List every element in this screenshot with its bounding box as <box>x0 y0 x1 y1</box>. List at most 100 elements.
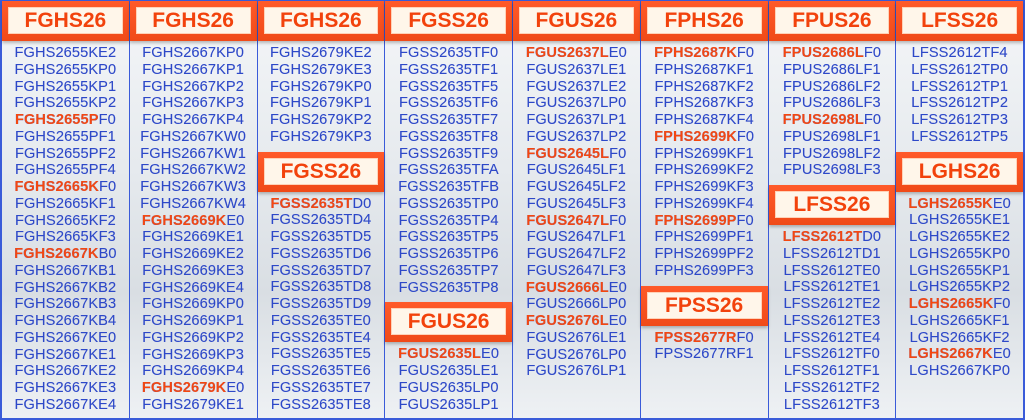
code-suffix: E0 <box>992 346 1011 363</box>
section-header: FGUS26 <box>513 1 640 41</box>
list-item: FPUS2686LF1 <box>783 61 881 78</box>
code-suffix: F0 <box>863 112 882 128</box>
list-item: FGHS2655PF4 <box>14 162 116 179</box>
section-title: FPSS26 <box>646 291 762 319</box>
list-item: FGSS2635TD9 <box>270 296 372 312</box>
code-suffix: F0 <box>736 212 754 229</box>
list-item: FGHS2679KE3 <box>270 61 372 78</box>
list-item: FGHS2667KB3 <box>14 296 117 313</box>
highlighted-prefix: FGSS2635T <box>270 195 353 212</box>
list-item: FGHS2679KP0 <box>270 78 372 95</box>
item-list: FGUS2637LE0 FGUS2637LE1 FGUS2637LE2 FGUS263… <box>513 41 640 386</box>
list-item: FGSS2635TP0 <box>398 195 499 212</box>
highlighted-prefix: FPHS2699K <box>654 128 737 145</box>
highlighted-prefix: FGHS2679K <box>141 380 227 396</box>
list-item: LGHS2655KE1 <box>909 212 1011 229</box>
list-item: FPHS2699KF0 <box>641 129 768 146</box>
list-item: FGSS2635TF0 <box>399 45 499 61</box>
item-list: LFSS2612TD0 LFSS2612TD1 LFSS2612TE0 LFSS261… <box>769 225 896 419</box>
list-item: LGHS2665KF2 <box>909 329 1010 346</box>
section-title: FGHS26 <box>135 7 251 34</box>
list-item: FGUS2637LP0 <box>526 95 627 112</box>
list-item: FGUS2645LF1 <box>526 162 626 179</box>
section-title: LFSS26 <box>902 7 1017 34</box>
section-title: FGUS26 <box>391 308 506 336</box>
table-column: FGSS26 FGSS2635TF0 FGSS2635TF1 FGSS2635TF5 F… <box>385 1 513 418</box>
list-item: FGHS2669KP1 <box>142 313 244 329</box>
list-item: FGHS2667KE2 <box>14 363 117 380</box>
list-item: FGHS2667KB4 <box>14 313 117 329</box>
list-item: FGHS2655PF2 <box>14 145 116 162</box>
highlighted-prefix: FGHS2655P <box>14 112 99 128</box>
list-item: FGHS2669KP4 <box>142 363 244 380</box>
list-item: LGHS2665KF1 <box>909 312 1010 329</box>
highlighted-prefix: FPHS2687K <box>654 45 737 61</box>
item-list: FGUS2635LE0 FGUS2635LE1 FGUS2635LP0 FGUS263… <box>385 342 512 419</box>
code-suffix: E0 <box>481 346 500 363</box>
list-item: FGHS2679KP1 <box>270 95 372 112</box>
highlighted-prefix: LGHS2665K <box>908 296 994 312</box>
list-item: LFSS2612TP5 <box>911 128 1009 145</box>
table-column: FGHS26 FGHS2667KP0 FGHS2667KP1 FGHS2667KP2 F… <box>129 1 258 420</box>
list-item: FGUS2645LF2 <box>526 179 626 195</box>
item-list: FGHS2667KP0 FGHS2667KP1 FGHS2667KP2 FGHS266… <box>130 41 257 420</box>
section-header: LGHS26 <box>896 151 1023 192</box>
list-item: FGHS2669KE0 <box>130 212 257 230</box>
list-item: LGHS2665KF0 <box>896 296 1023 313</box>
list-item: FPHS2699PF0 <box>641 212 768 230</box>
section-title: FGUS26 <box>519 7 634 34</box>
list-item: FPHS2699KF2 <box>654 162 754 179</box>
list-item: LFSS2612TF2 <box>783 379 880 396</box>
section-title: FPUS26 <box>774 7 890 34</box>
list-item: LFSS2612TP3 <box>911 112 1009 128</box>
list-item: LFSS2612TP2 <box>911 95 1009 112</box>
list-item: FGHS2655KP1 <box>14 78 117 95</box>
list-item: FGHS2655KE2 <box>14 45 117 61</box>
section-header: FPUS26 <box>768 1 896 41</box>
list-item: LFSS2612TF1 <box>783 363 880 379</box>
list-item: LFSS2612TE4 <box>783 329 881 346</box>
list-item: LGHS2655KP1 <box>909 262 1011 279</box>
code-suffix: F0 <box>736 329 754 346</box>
section-title: FPHS26 <box>646 7 762 34</box>
list-item: FGHS2667KP4 <box>142 112 244 128</box>
list-item: FGSS2635TP5 <box>398 229 499 246</box>
table-column: FGUS26 FGUS2637LE0 FGUS2637LE1 FGUS2637LE2 F… <box>513 1 641 418</box>
list-item: FGHS2667KE1 <box>14 346 117 363</box>
list-item: FGHS2667KB1 <box>14 262 117 279</box>
list-item: LFSS2612TD0 <box>769 229 896 246</box>
item-list: FGSS2635TF0 FGSS2635TF1 FGSS2635TF5 FGSS263… <box>385 41 512 302</box>
list-item: FGUS2676LP0 <box>526 346 627 363</box>
list-item: FGUS2645LF3 <box>526 195 626 212</box>
list-item: FGUS2647LF0 <box>513 212 640 230</box>
list-item: FGHS2655PF1 <box>14 128 116 145</box>
code-suffix: D0 <box>352 195 372 212</box>
list-item: FGSS2635TF6 <box>399 95 499 112</box>
list-item: FPHS2699KF4 <box>654 195 754 212</box>
list-item: FGSS2635TE8 <box>270 396 371 413</box>
list-item: FGSS2635TP6 <box>398 246 499 262</box>
list-item: FGHS2665KF2 <box>14 212 116 229</box>
item-list: FGHS2655KE2 FGHS2655KP0 FGHS2655KP1 FGHS265… <box>2 41 129 420</box>
code-suffix: F0 <box>993 296 1011 312</box>
code-suffix: E0 <box>226 380 245 396</box>
list-item: FPHS2687KF3 <box>654 95 754 112</box>
table-column: FGHS26 FGHS2679KE2 FGHS2679KE3 FGHS2679KP0 F… <box>257 1 386 418</box>
list-item: FGHS2669KE1 <box>142 229 244 246</box>
section-header: FPSS26 <box>640 285 768 326</box>
list-item: LFSS2612TF4 <box>911 45 1008 61</box>
list-item: FGHS2667KW1 <box>140 145 246 162</box>
list-item: FGSS2635TE0 <box>270 312 371 329</box>
highlighted-prefix: FGHS2667K <box>14 246 99 262</box>
list-item: LFSS2612TP0 <box>911 61 1009 78</box>
list-item: FGSS2635TD4 <box>270 212 372 229</box>
list-item: FGUS2637LE2 <box>526 78 627 95</box>
list-item: FGHS2669KE3 <box>142 262 244 279</box>
list-item: FGUS2637LP2 <box>526 128 627 145</box>
list-item: FGSS2635TD8 <box>270 279 372 296</box>
list-item: FGUS2676LE0 <box>513 313 640 330</box>
list-item: FGHS2667KW0 <box>140 128 246 145</box>
list-item: LFSS2612TE3 <box>783 312 881 329</box>
code-suffix: E0 <box>226 212 245 229</box>
highlighted-prefix: FGUS2647L <box>526 212 610 229</box>
